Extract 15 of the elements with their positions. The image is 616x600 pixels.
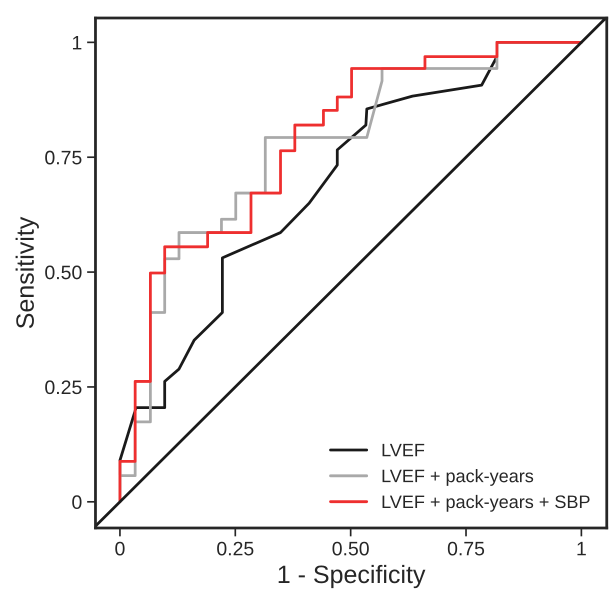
legend-label: LVEF + pack-years + SBP [382, 494, 590, 512]
x-tick-label: 0.25 [217, 542, 254, 556]
x-axis-title: 1 - Specificity [278, 564, 426, 588]
x-tick-label: 0.50 [332, 542, 369, 556]
y-axis-title: Sensitivity [16, 216, 39, 328]
x-tick-label: 0 [115, 542, 125, 556]
y-tick-label: 1 [72, 36, 82, 50]
y-tick-label: 0.25 [45, 380, 82, 394]
legend-label: LVEF [382, 444, 424, 456]
y-tick-label: 0.75 [45, 150, 82, 164]
y-tick-label: 0 [72, 495, 82, 510]
x-tick-label: 1 [577, 542, 586, 556]
x-tick-label: 0.75 [448, 542, 484, 556]
y-tick-label: 0.50 [45, 266, 82, 280]
legend-label: LVEF + pack-years [382, 469, 534, 486]
